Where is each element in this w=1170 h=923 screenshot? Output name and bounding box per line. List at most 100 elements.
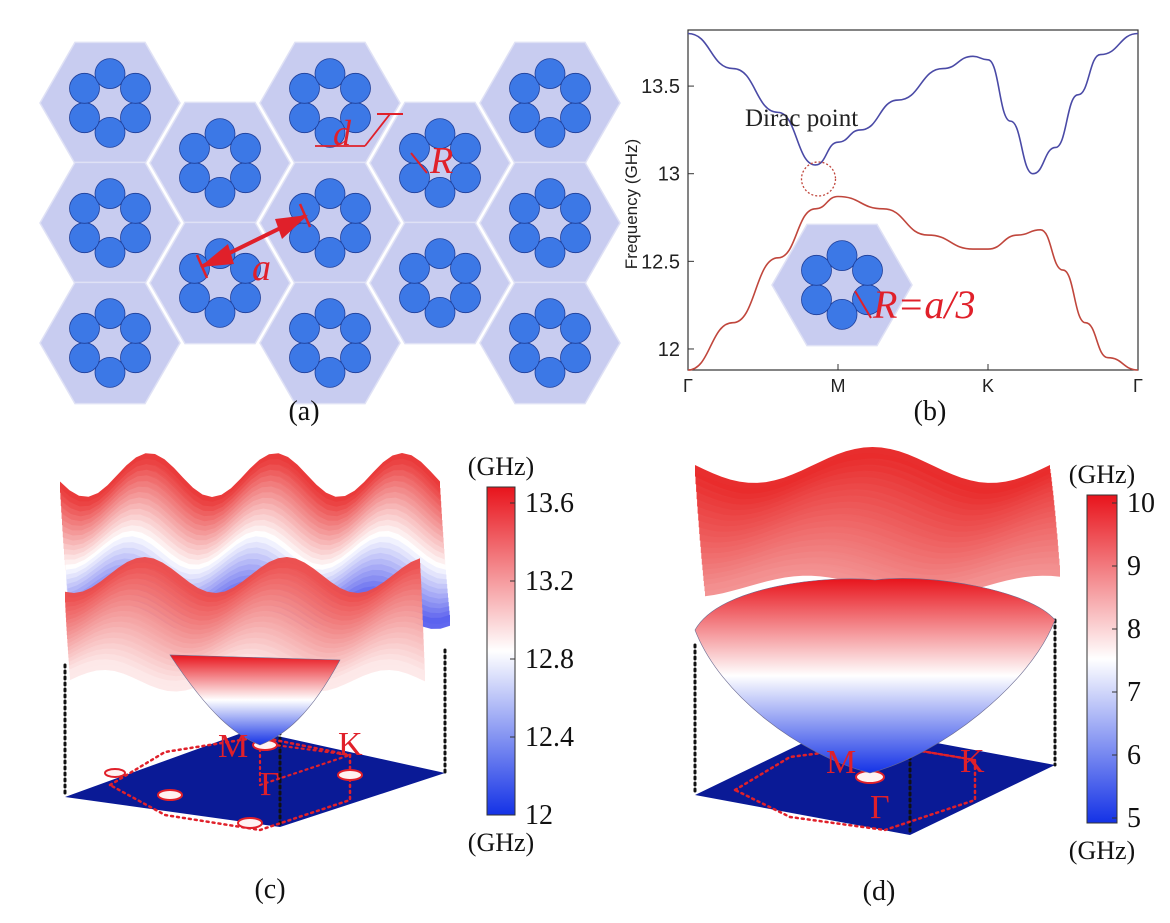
rod: [289, 312, 320, 344]
colorbar-tick-label: 12.8: [525, 644, 574, 675]
rod: [94, 178, 126, 210]
lower-band-surface: [70, 659, 425, 692]
point-label-M: M: [826, 744, 856, 781]
unit-cell: [149, 221, 291, 345]
dirac-contour: [237, 817, 263, 829]
dirac-contour: [104, 768, 126, 778]
colorbar-tick-label: 13.6: [525, 488, 574, 519]
panel-a: a d R: [20, 18, 621, 405]
rod: [801, 254, 832, 286]
unit-cell: [259, 281, 401, 405]
upper-band-surface: [697, 477, 1053, 522]
colorbar: [486, 486, 516, 816]
rod: [534, 178, 566, 210]
rod: [509, 102, 540, 134]
colorbar-tick-label: 8: [1127, 614, 1141, 645]
rod: [340, 72, 371, 104]
d-indicator: [364, 113, 391, 147]
x-tick-label: M: [831, 376, 846, 396]
rod: [69, 102, 100, 134]
colorbar-tick-label: 7: [1127, 677, 1141, 708]
hexagon-bz: [107, 735, 352, 832]
rod: [534, 236, 566, 268]
rod: [94, 117, 126, 148]
rod: [450, 162, 481, 194]
colorbar-tick-label: 12.4: [525, 722, 574, 753]
rod: [120, 72, 151, 104]
rod: [94, 236, 126, 268]
rod: [340, 192, 371, 224]
rod: [560, 72, 591, 104]
lower-band-surface: [68, 627, 424, 664]
unit-cell: [479, 281, 621, 405]
rod: [340, 222, 371, 254]
dirac-point-marker: [800, 161, 837, 197]
rod: [340, 312, 371, 344]
rod: [69, 72, 100, 104]
unit-cell: [771, 223, 913, 347]
rod: [94, 356, 126, 388]
rod: [509, 312, 540, 344]
band-cone: [694, 578, 1056, 774]
rod: [509, 72, 540, 104]
rod: [399, 252, 430, 284]
rod: [204, 118, 236, 149]
rod: [534, 117, 566, 148]
rod: [826, 298, 858, 330]
rod: [450, 252, 481, 284]
lattice-figure: a d R: [39, 41, 621, 405]
rod: [560, 192, 591, 224]
label-d: d: [333, 113, 352, 153]
rod: [69, 342, 100, 374]
point-label-Gamma: Γ: [260, 766, 280, 803]
rod: [289, 72, 320, 104]
caption-c: (c): [254, 874, 286, 905]
hexagon-bz: [732, 743, 977, 832]
x-tick-label: Γ: [1133, 376, 1143, 396]
rod: [801, 284, 832, 316]
lower-band-line: [687, 195, 1139, 371]
rod: [179, 282, 210, 314]
lower-band-surface: [67, 605, 423, 646]
rod: [399, 162, 430, 194]
inset-label: R=a/3: [872, 282, 976, 327]
rod: [289, 102, 320, 134]
rod: [289, 342, 320, 374]
arrow-head-left: [200, 244, 234, 267]
label-R: R: [429, 140, 453, 182]
lower-band-surface: [66, 594, 422, 637]
rod: [230, 252, 261, 284]
colorbar-tick-label: 13.2: [525, 566, 574, 597]
y-tick-label: 13.5: [641, 76, 680, 98]
rod: [399, 132, 430, 164]
upper-band-surface: [698, 490, 1054, 533]
rod: [534, 356, 566, 388]
rod: [69, 192, 100, 224]
upper-band-surface: [699, 496, 1055, 538]
R-arrow: [410, 152, 428, 174]
lower-band-surface: [68, 621, 424, 660]
rod: [424, 296, 456, 328]
inset-R-arrow: [854, 290, 872, 319]
rod: [314, 356, 346, 388]
y-tick-label: 12.5: [641, 251, 680, 273]
rod: [204, 296, 236, 328]
panel-c: M K Γ (GHz) (GHz) 13.6 13.2 12.8 12.4 12: [20, 452, 580, 857]
inset-unit-cell: [771, 223, 913, 347]
colorbar-tick-label: 9: [1127, 551, 1141, 582]
unit-cell: [39, 281, 181, 405]
rod: [424, 176, 456, 208]
rod: [120, 192, 151, 224]
rod: [826, 240, 858, 272]
arrow-head-right: [275, 215, 308, 239]
colorbar-tick-label: 10: [1127, 488, 1155, 519]
rod: [534, 58, 566, 89]
irreducible-path: [258, 753, 352, 787]
rod: [560, 312, 591, 344]
rod: [450, 132, 481, 164]
rod: [94, 298, 126, 330]
rod: [852, 254, 883, 286]
rod: [314, 58, 346, 89]
rod: [560, 102, 591, 134]
